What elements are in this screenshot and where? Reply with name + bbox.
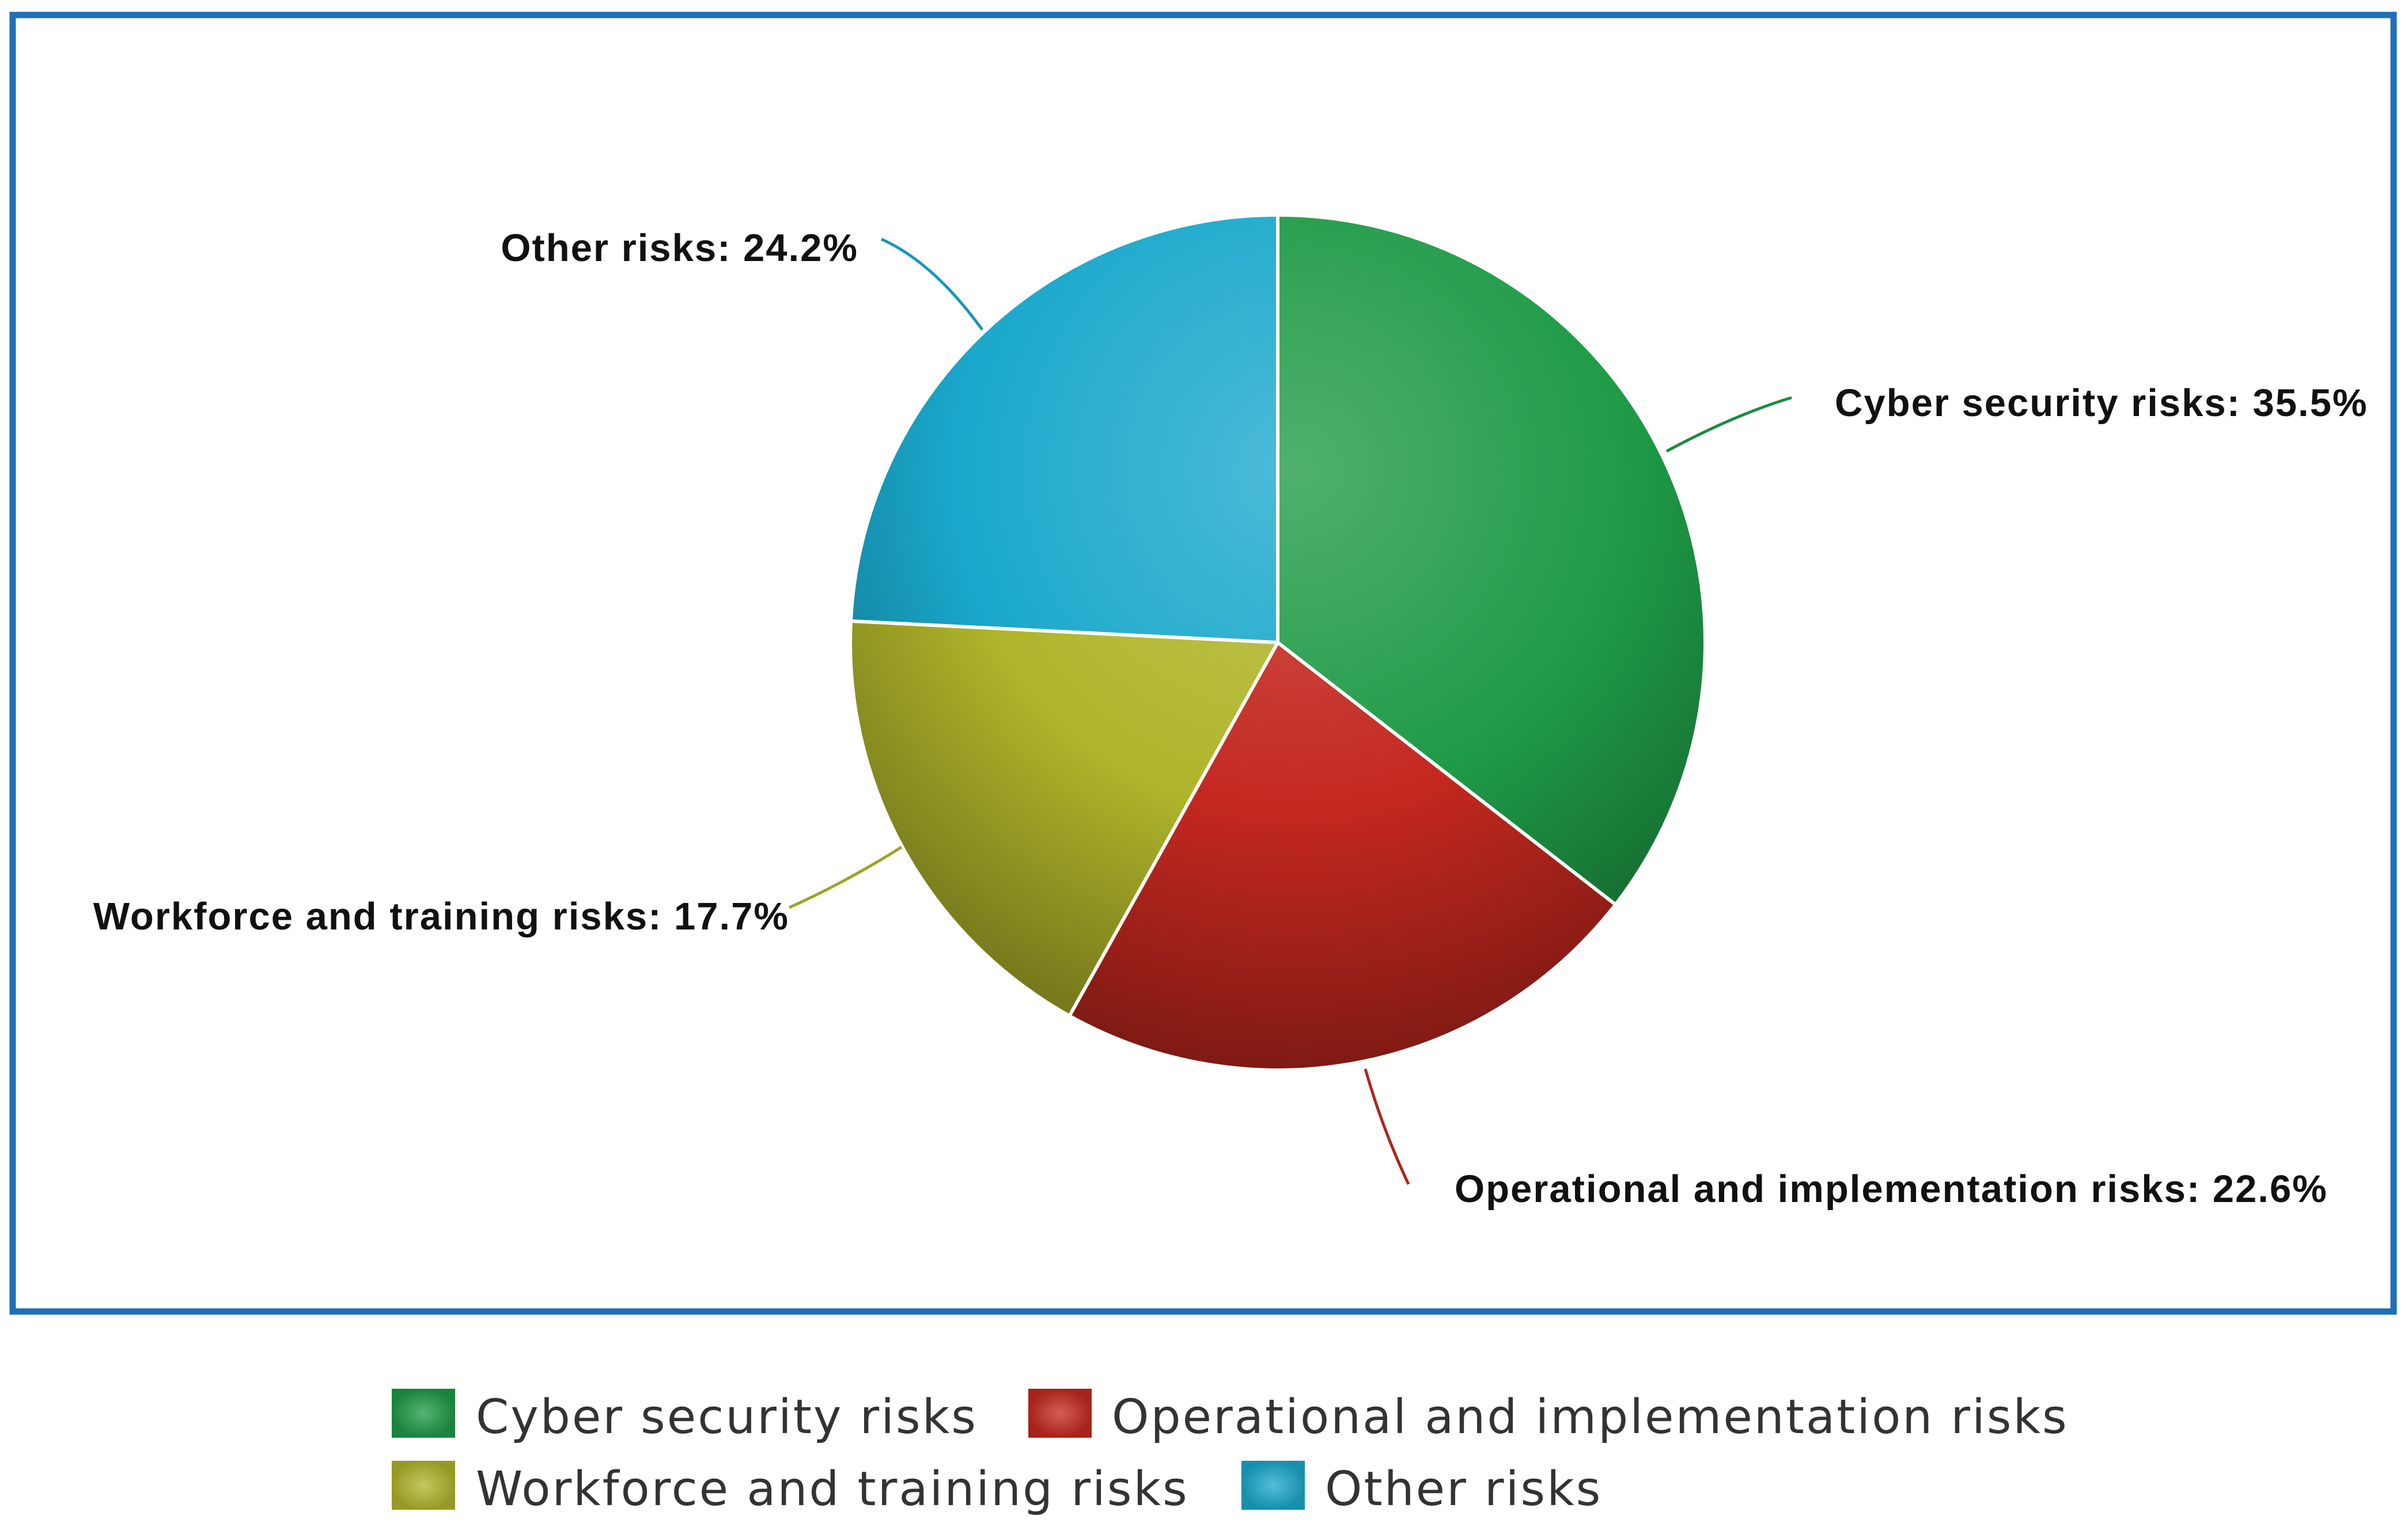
leader-line-operational-and-implementation-risks [1364, 1068, 1410, 1185]
data-label-workforce-and-training-risks: Workforce and training risks: 17.7% [93, 895, 789, 938]
pie-slice-workforce-and-training-risks [849, 619, 1279, 1018]
legend-label-other-risks: Other risks [1325, 1462, 1602, 1517]
leader-line-other-risks [880, 237, 984, 331]
legend-swatch-other-risks [1241, 1461, 1305, 1510]
chart-frame [9, 12, 2397, 1315]
pie-slice-other-risks [849, 213, 1279, 644]
legend-swatch-operational-and-implementation-risks [1028, 1389, 1092, 1438]
legend-swatch-workforce-and-training-risks [392, 1461, 455, 1510]
data-label-operational-and-implementation-risks: Operational and implementation risks: 22… [1455, 1167, 2328, 1211]
leader-line-workforce-and-training-risks [788, 845, 903, 909]
legend: Cyber security risks Operational and impl… [392, 1389, 2069, 1517]
legend-label-operational-and-implementation-risks: Operational and implementation risks [1112, 1390, 2069, 1445]
data-label-cyber-security-risks: Cyber security risks: 35.5% [1835, 381, 2368, 425]
data-label-other-risks: Other risks: 24.2% [501, 226, 858, 270]
leader-line-cyber-security-risks [1665, 396, 1792, 453]
slice-labels: Cyber security risks: 35.5% Operational a… [93, 226, 2368, 1211]
legend-swatch-cyber-security-risks [392, 1389, 455, 1438]
pie-slices [849, 213, 1707, 1072]
legend-label-cyber-security-risks: Cyber security risks [476, 1390, 978, 1445]
pie-slice-operational-and-implementation-risks [1067, 641, 1618, 1072]
pie-slice-cyber-security-risks [1276, 213, 1707, 906]
leader-lines [788, 237, 1792, 1185]
legend-label-workforce-and-training-risks: Workforce and training risks [476, 1462, 1189, 1517]
